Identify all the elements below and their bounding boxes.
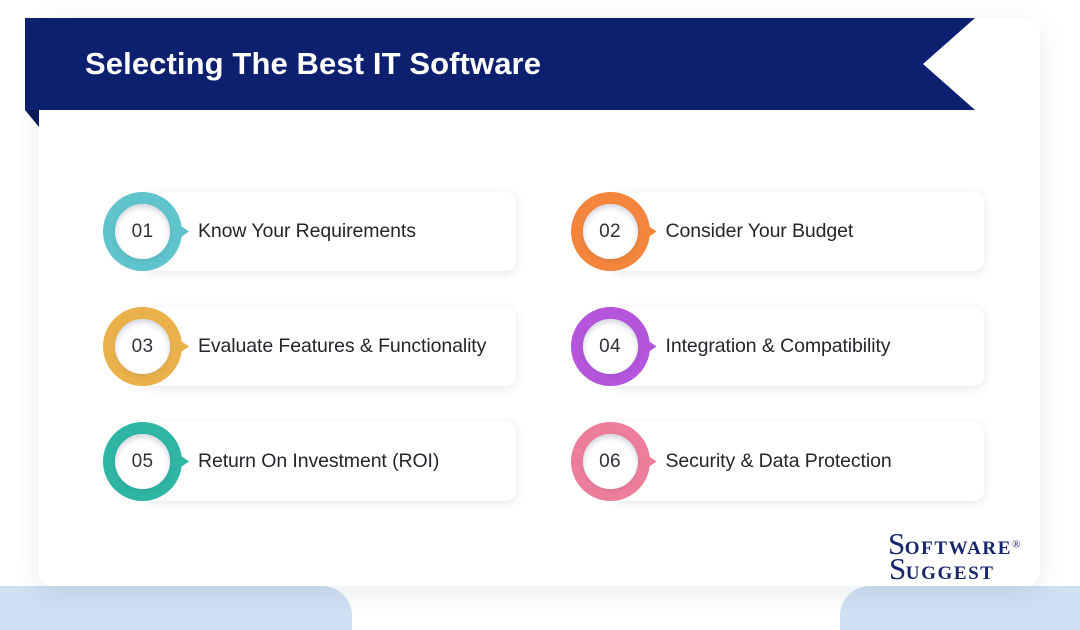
softwaresuggest-logo: SOFTWARE® SUGGEST	[888, 528, 1020, 584]
step-badge-03: 03	[103, 307, 189, 386]
decorative-blue-block-left	[0, 586, 352, 630]
step-badge-05: 05	[103, 422, 189, 501]
step-number: 04	[582, 319, 638, 374]
step-number: 05	[115, 434, 170, 489]
ribbon-shape	[25, 18, 975, 110]
step-number: 01	[115, 204, 170, 259]
step-item-01[interactable]: 01 Know Your Requirements	[103, 192, 516, 271]
step-label: Integration & Compatibility	[665, 335, 891, 358]
step-badge-02: 02	[570, 192, 657, 271]
registered-trademark-icon: ®	[1012, 538, 1021, 551]
step-badge-06: 06	[570, 422, 657, 501]
step-card	[611, 192, 984, 271]
step-item-04[interactable]: 04 Integration & Compatibility	[570, 307, 984, 386]
logo-rest-2: UGGEST	[905, 563, 995, 584]
step-badge-01: 01	[103, 192, 189, 271]
step-item-02[interactable]: 02 Consider Your Budget	[570, 192, 984, 271]
logo-cap-2: S	[889, 551, 906, 586]
step-label: Evaluate Features & Functionality	[198, 335, 487, 358]
step-card	[611, 307, 984, 386]
logo-line-2: SUGGEST	[889, 553, 1020, 584]
steps-row-3: 05 Return On Investment (ROI) 06 Securit…	[103, 422, 984, 501]
step-item-05[interactable]: 05 Return On Investment (ROI)	[103, 422, 516, 501]
step-card	[144, 422, 516, 501]
step-number: 03	[115, 319, 170, 374]
step-card	[144, 192, 516, 271]
logo-line-1: SOFTWARE®	[888, 528, 1020, 559]
step-badge-04: 04	[570, 307, 657, 386]
logo-rest-1: OFTWARE	[904, 538, 1013, 559]
decorative-blue-block-right	[840, 586, 1080, 630]
steps-row-2: 03 Evaluate Features & Functionality 04 …	[103, 307, 984, 386]
ribbon-fold-tail	[25, 110, 39, 127]
steps-grid: 01 Know Your Requirements 02 Consider Yo…	[103, 192, 984, 501]
step-item-03[interactable]: 03 Evaluate Features & Functionality	[103, 307, 516, 386]
step-label: Consider Your Budget	[665, 220, 854, 243]
step-label: Security & Data Protection	[665, 450, 892, 473]
header-ribbon: Selecting The Best IT Software	[25, 18, 975, 127]
logo-cap-1: S	[888, 526, 905, 561]
step-card	[611, 422, 984, 501]
page-title: Selecting The Best IT Software	[85, 46, 542, 81]
steps-row-1: 01 Know Your Requirements 02 Consider Yo…	[103, 192, 984, 271]
step-card	[144, 307, 516, 386]
step-number: 06	[582, 434, 638, 489]
step-item-06[interactable]: 06 Security & Data Protection	[570, 422, 984, 501]
step-label: Know Your Requirements	[198, 220, 416, 243]
step-number: 02	[582, 204, 638, 259]
step-label: Return On Investment (ROI)	[198, 450, 440, 473]
